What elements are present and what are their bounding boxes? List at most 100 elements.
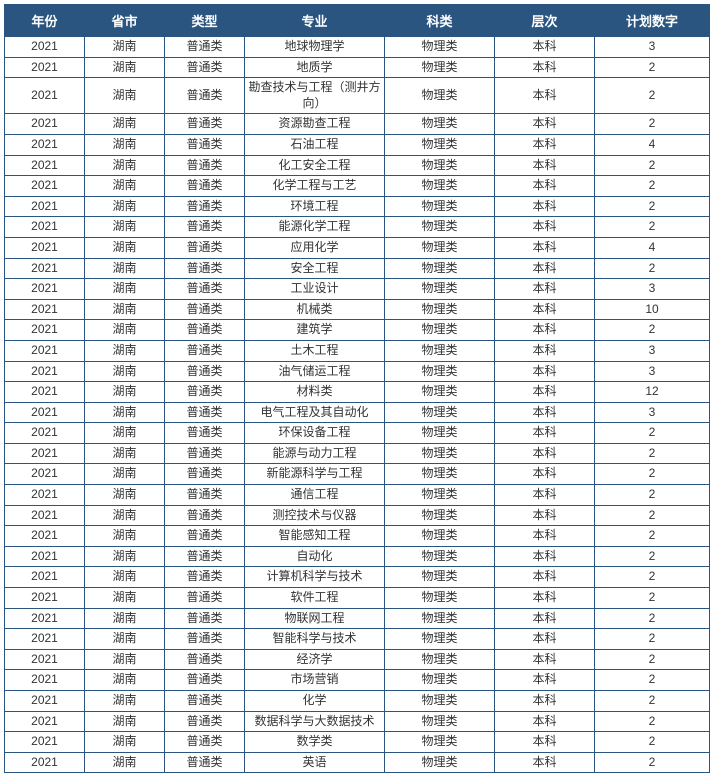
cell-type: 普通类 xyxy=(165,546,245,567)
cell-major: 通信工程 xyxy=(245,485,385,506)
cell-year: 2021 xyxy=(5,299,85,320)
cell-year: 2021 xyxy=(5,340,85,361)
cell-prov: 湖南 xyxy=(85,546,165,567)
cell-count: 3 xyxy=(595,279,710,300)
cell-year: 2021 xyxy=(5,485,85,506)
cell-prov: 湖南 xyxy=(85,402,165,423)
cell-prov: 湖南 xyxy=(85,670,165,691)
cell-type: 普通类 xyxy=(165,114,245,135)
cell-type: 普通类 xyxy=(165,711,245,732)
table-row: 2021湖南普通类物联网工程物理类本科2 xyxy=(5,608,710,629)
cell-year: 2021 xyxy=(5,464,85,485)
cell-subj: 物理类 xyxy=(385,361,495,382)
cell-prov: 湖南 xyxy=(85,423,165,444)
cell-major: 智能感知工程 xyxy=(245,526,385,547)
cell-major: 智能科学与技术 xyxy=(245,629,385,650)
cell-year: 2021 xyxy=(5,320,85,341)
cell-level: 本科 xyxy=(495,649,595,670)
table-row: 2021湖南普通类勘查技术与工程（测井方向）物理类本科2 xyxy=(5,78,710,114)
cell-prov: 湖南 xyxy=(85,691,165,712)
cell-subj: 物理类 xyxy=(385,134,495,155)
cell-count: 2 xyxy=(595,691,710,712)
cell-subj: 物理类 xyxy=(385,155,495,176)
cell-major: 地质学 xyxy=(245,57,385,78)
cell-count: 2 xyxy=(595,464,710,485)
cell-count: 2 xyxy=(595,320,710,341)
cell-prov: 湖南 xyxy=(85,258,165,279)
cell-count: 3 xyxy=(595,361,710,382)
cell-prov: 湖南 xyxy=(85,57,165,78)
cell-prov: 湖南 xyxy=(85,299,165,320)
cell-prov: 湖南 xyxy=(85,361,165,382)
cell-year: 2021 xyxy=(5,546,85,567)
cell-count: 2 xyxy=(595,78,710,114)
cell-count: 2 xyxy=(595,732,710,753)
cell-level: 本科 xyxy=(495,752,595,773)
cell-type: 普通类 xyxy=(165,567,245,588)
table-row: 2021湖南普通类材料类物理类本科12 xyxy=(5,382,710,403)
cell-type: 普通类 xyxy=(165,361,245,382)
table-row: 2021湖南普通类石油工程物理类本科4 xyxy=(5,134,710,155)
cell-prov: 湖南 xyxy=(85,196,165,217)
cell-subj: 物理类 xyxy=(385,691,495,712)
table-row: 2021湖南普通类电气工程及其自动化物理类本科3 xyxy=(5,402,710,423)
cell-prov: 湖南 xyxy=(85,526,165,547)
table-row: 2021湖南普通类机械类物理类本科10 xyxy=(5,299,710,320)
col-header-major: 专业 xyxy=(245,5,385,37)
cell-year: 2021 xyxy=(5,196,85,217)
cell-type: 普通类 xyxy=(165,134,245,155)
cell-level: 本科 xyxy=(495,176,595,197)
cell-major: 数学类 xyxy=(245,732,385,753)
cell-count: 3 xyxy=(595,402,710,423)
cell-year: 2021 xyxy=(5,155,85,176)
cell-prov: 湖南 xyxy=(85,588,165,609)
cell-level: 本科 xyxy=(495,691,595,712)
table-row: 2021湖南普通类环境工程物理类本科2 xyxy=(5,196,710,217)
cell-prov: 湖南 xyxy=(85,382,165,403)
cell-type: 普通类 xyxy=(165,588,245,609)
cell-subj: 物理类 xyxy=(385,629,495,650)
cell-count: 2 xyxy=(595,196,710,217)
cell-count: 12 xyxy=(595,382,710,403)
cell-major: 数据科学与大数据技术 xyxy=(245,711,385,732)
cell-type: 普通类 xyxy=(165,37,245,58)
table-row: 2021湖南普通类安全工程物理类本科2 xyxy=(5,258,710,279)
cell-major: 计算机科学与技术 xyxy=(245,567,385,588)
cell-subj: 物理类 xyxy=(385,464,495,485)
cell-level: 本科 xyxy=(495,588,595,609)
table-row: 2021湖南普通类环保设备工程物理类本科2 xyxy=(5,423,710,444)
cell-subj: 物理类 xyxy=(385,567,495,588)
cell-type: 普通类 xyxy=(165,217,245,238)
table-row: 2021湖南普通类新能源科学与工程物理类本科2 xyxy=(5,464,710,485)
cell-count: 2 xyxy=(595,423,710,444)
table-row: 2021湖南普通类智能感知工程物理类本科2 xyxy=(5,526,710,547)
cell-major: 材料类 xyxy=(245,382,385,403)
cell-major: 工业设计 xyxy=(245,279,385,300)
cell-type: 普通类 xyxy=(165,402,245,423)
cell-subj: 物理类 xyxy=(385,505,495,526)
cell-level: 本科 xyxy=(495,670,595,691)
cell-count: 2 xyxy=(595,752,710,773)
cell-type: 普通类 xyxy=(165,732,245,753)
cell-type: 普通类 xyxy=(165,423,245,444)
cell-year: 2021 xyxy=(5,114,85,135)
cell-type: 普通类 xyxy=(165,382,245,403)
cell-subj: 物理类 xyxy=(385,485,495,506)
cell-major: 能源化学工程 xyxy=(245,217,385,238)
cell-type: 普通类 xyxy=(165,176,245,197)
col-header-count: 计划数字 xyxy=(595,5,710,37)
col-header-prov: 省市 xyxy=(85,5,165,37)
cell-year: 2021 xyxy=(5,752,85,773)
cell-level: 本科 xyxy=(495,361,595,382)
cell-count: 2 xyxy=(595,485,710,506)
cell-year: 2021 xyxy=(5,361,85,382)
cell-major: 建筑学 xyxy=(245,320,385,341)
table-row: 2021湖南普通类资源勘查工程物理类本科2 xyxy=(5,114,710,135)
cell-year: 2021 xyxy=(5,629,85,650)
cell-prov: 湖南 xyxy=(85,237,165,258)
cell-major: 环保设备工程 xyxy=(245,423,385,444)
table-row: 2021湖南普通类建筑学物理类本科2 xyxy=(5,320,710,341)
cell-level: 本科 xyxy=(495,320,595,341)
cell-major: 经济学 xyxy=(245,649,385,670)
cell-level: 本科 xyxy=(495,134,595,155)
